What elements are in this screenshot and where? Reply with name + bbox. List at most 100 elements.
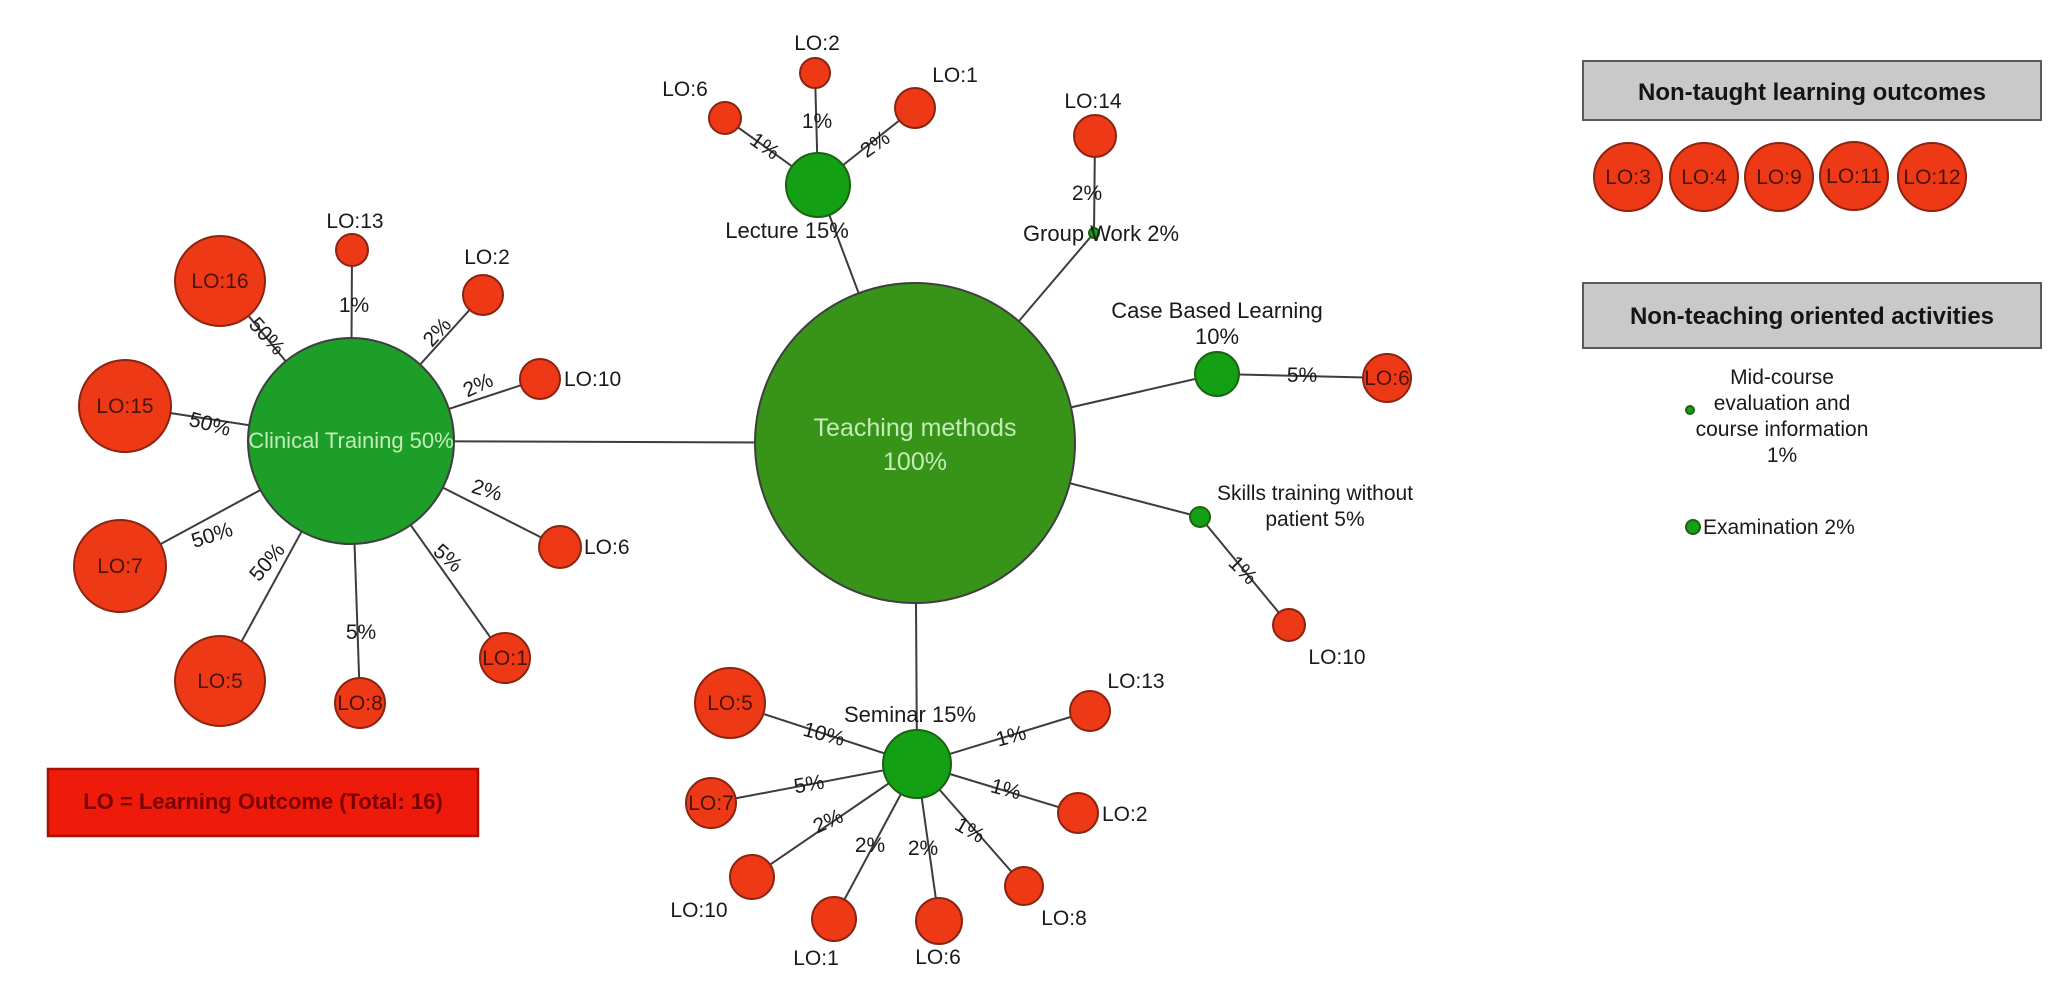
node-non-taught-lo12 [1897, 142, 1967, 212]
clinical-lo2-pct: 2% [419, 313, 456, 351]
non-taught-lo9-label: LO:9 [1756, 166, 1802, 189]
seminar-lo8-label: LO:8 [1041, 907, 1087, 930]
clinical-lo13-pct: 1% [339, 294, 369, 317]
group-work-lo14-label: LO:14 [1064, 90, 1122, 113]
node-seminar-lo13 [1069, 690, 1111, 732]
seminar-lo13-pct: 1% [993, 721, 1028, 751]
node-skills-lo10 [1272, 608, 1306, 642]
teaching-methods-pct: 100% [883, 448, 947, 476]
skills-lo10-label: LO:10 [1308, 646, 1365, 669]
seminar-lo2-label: LO:2 [1102, 803, 1148, 826]
seminar-lo6-pct: 2% [908, 837, 938, 860]
edge-skills-lo10 [1199, 516, 1290, 626]
clinical-lo5-label: LO:5 [197, 670, 243, 693]
mid-course-line2: evaluation and [1714, 392, 1851, 415]
clinical-lo7-label: LO:7 [97, 555, 143, 578]
group-work-label: Group Work 2% [1023, 221, 1179, 246]
node-lecture-lo1 [894, 87, 936, 129]
non-taught-lo4-label: LO:4 [1681, 166, 1727, 189]
skills-label-line2: patient 5% [1265, 508, 1364, 531]
node-clinical-lo8 [334, 677, 386, 729]
clinical-lo15-pct: 50% [187, 408, 234, 441]
node-non-taught-lo4 [1669, 142, 1739, 212]
non-taught-title: Non-taught learning outcomes [1638, 79, 1986, 106]
clinical-lo8-pct: 5% [346, 621, 376, 644]
seminar-lo1-label: LO:1 [793, 947, 839, 970]
node-clinical-training [247, 337, 455, 545]
non-taught-lo11-label: LO:11 [1826, 165, 1882, 188]
node-teaching-methods [754, 282, 1076, 604]
node-seminar-lo1 [811, 896, 857, 942]
clinical-training-label: Clinical Training 50% [248, 428, 453, 453]
node-clinical-lo6 [538, 525, 582, 569]
node-lecture [785, 152, 851, 218]
seminar-lo5-pct: 10% [801, 718, 848, 751]
non-teaching-title: Non-teaching oriented activities [1630, 303, 1994, 330]
node-seminar-lo10 [729, 854, 775, 900]
node-clinical-lo13 [335, 233, 369, 267]
node-case-based-lo6 [1362, 353, 1412, 403]
node-case-based-learning [1194, 351, 1240, 397]
node-clinical-lo16 [174, 235, 266, 327]
node-seminar [882, 729, 952, 799]
seminar-lo8-pct: 1% [951, 813, 989, 848]
examination-label: Examination 2% [1703, 516, 1855, 539]
node-lecture-lo2 [799, 57, 831, 89]
clinical-lo6-pct: 2% [469, 475, 505, 506]
seminar-lo2-pct: 1% [988, 774, 1023, 804]
clinical-lo7-pct: 50% [189, 518, 236, 553]
seminar-label: Seminar 15% [844, 702, 976, 727]
edge-case-based-lo6 [1216, 373, 1388, 379]
lecture-label: Lecture 15% [725, 218, 849, 243]
lecture-lo2-pct: 1% [802, 110, 832, 133]
lecture-lo6-label: LO:6 [662, 78, 708, 101]
clinical-lo5-pct: 50% [245, 539, 290, 586]
node-clinical-lo7 [73, 519, 167, 613]
clinical-lo15-label: LO:15 [96, 395, 153, 418]
seminar-lo6-label: LO:6 [915, 946, 961, 969]
lecture-lo1-label: LO:1 [932, 64, 978, 87]
lecture-lo6-pct: 1% [746, 128, 784, 164]
mid-course-line1: Mid-course [1730, 366, 1834, 389]
skills-label-line1: Skills training without [1217, 482, 1413, 505]
clinical-lo6-label: LO:6 [584, 536, 630, 559]
node-seminar-lo7 [685, 777, 737, 829]
legend-text: LO = Learning Outcome (Total: 16) [83, 789, 443, 814]
non-taught-header-box [1582, 60, 2042, 121]
case-based-label-line1: Case Based Learning [1111, 298, 1323, 323]
non-taught-lo12-label: LO:12 [1903, 166, 1960, 189]
clinical-lo10-label: LO:10 [564, 368, 621, 391]
node-clinical-lo15 [78, 359, 172, 453]
group-work-lo14-pct: 2% [1072, 182, 1102, 205]
node-group-work-lo14 [1073, 114, 1117, 158]
node-clinical-lo1 [479, 632, 531, 684]
clinical-lo16-label: LO:16 [191, 270, 248, 293]
clinical-lo2-label: LO:2 [464, 246, 510, 269]
case-based-label-line2: 10% [1195, 324, 1239, 349]
node-group-work [1088, 227, 1100, 239]
node-seminar-lo5 [694, 667, 766, 739]
node-non-taught-lo11 [1819, 141, 1889, 211]
examination-dot-icon [1685, 519, 1701, 535]
node-clinical-lo5 [174, 635, 266, 727]
non-taught-lo3-label: LO:3 [1605, 166, 1651, 189]
node-clinical-lo2 [462, 274, 504, 316]
seminar-lo13-label: LO:13 [1107, 670, 1164, 693]
node-seminar-lo8 [1004, 866, 1044, 906]
node-skills-training [1189, 506, 1211, 528]
case-based-lo6-label: LO:6 [1364, 367, 1410, 390]
node-seminar-lo2 [1057, 792, 1099, 834]
teaching-methods-label: Teaching methods [814, 414, 1017, 442]
clinical-lo8-label: LO:8 [337, 692, 383, 715]
clinical-lo1-label: LO:1 [482, 647, 528, 670]
mid-course-pct: 1% [1767, 444, 1797, 467]
clinical-lo13-label: LO:13 [326, 210, 383, 233]
seminar-lo7-label: LO:7 [688, 792, 734, 815]
seminar-lo5-label: LO:5 [707, 692, 753, 715]
non-teaching-header-box [1582, 282, 2042, 349]
clinical-lo10-pct: 2% [460, 369, 497, 403]
mid-course-line3: course information [1696, 418, 1869, 441]
lecture-lo2-label: LO:2 [794, 32, 840, 55]
node-seminar-lo6 [915, 897, 963, 945]
